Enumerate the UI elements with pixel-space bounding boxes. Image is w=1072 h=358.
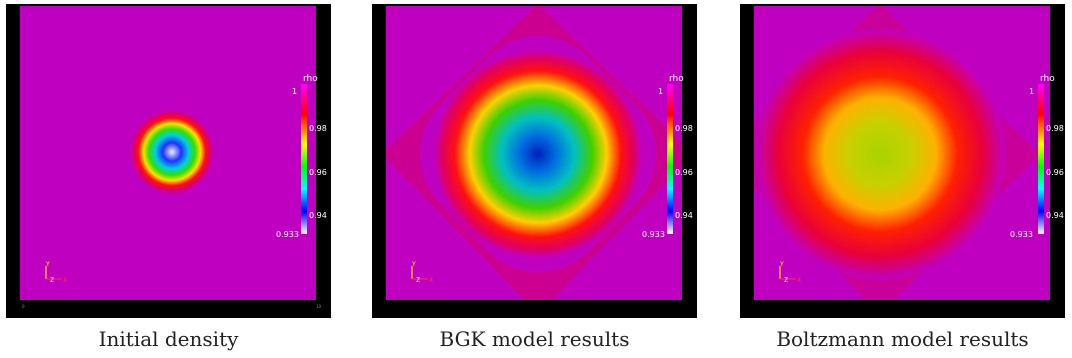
colorbar-min: 0.933 — [1010, 230, 1033, 239]
orientation-axes: Y Z X — [411, 261, 433, 284]
axis-y-label: Y — [411, 261, 416, 268]
axis-z-label: Z — [50, 277, 54, 284]
colorbar-label-098: 0.98 — [309, 124, 327, 133]
colorbar-label-096: 0.96 — [1046, 168, 1064, 177]
x-tick-0: 0 — [22, 304, 25, 309]
orientation-axes: Y Z X — [779, 261, 801, 284]
colorbar-label-098: 0.98 — [1046, 124, 1064, 133]
colorbar-label-094: 0.94 — [1046, 211, 1064, 220]
colorbar-title: rho — [669, 74, 684, 84]
colorbar-max: 1 — [658, 87, 663, 96]
axis-z-label: Z — [416, 277, 420, 284]
panel-initial-density: 0 10 rho 1 0.98 0.96 0.94 0.933 Y Z X — [6, 4, 331, 318]
colorbar-label-094: 0.94 — [675, 211, 693, 220]
caption-boltzmann-model: Boltzmann model results — [776, 327, 1029, 351]
density-diamond — [419, 35, 657, 273]
axis-y-label: Y — [779, 261, 784, 268]
panel-boltzmann-model: rho 1 0.98 0.96 0.94 0.933 Y Z X — [740, 4, 1065, 318]
axis-x-label: X — [63, 277, 67, 284]
caption-initial-density: Initial density — [98, 327, 239, 351]
density-disk — [755, 29, 1005, 279]
colorbar-title: rho — [1040, 74, 1055, 84]
colorbar — [1038, 84, 1044, 234]
colorbar-min: 0.933 — [642, 230, 665, 239]
caption-bgk-model: BGK model results — [439, 327, 630, 351]
colorbar-max: 1 — [292, 87, 297, 96]
colorbar-min: 0.933 — [276, 230, 299, 239]
axis-x-label: X — [429, 277, 433, 284]
boltzmann-model-plot: rho 1 0.98 0.96 0.94 0.933 Y Z X — [740, 4, 1065, 318]
density-blob — [130, 110, 214, 194]
colorbar-label-096: 0.96 — [309, 168, 327, 177]
x-tick-10: 10 — [316, 304, 322, 309]
colorbar — [667, 84, 673, 234]
panel-bgk-model: rho 1 0.98 0.96 0.94 0.933 Y Z X — [372, 4, 697, 318]
axis-y-label: Y — [45, 261, 50, 268]
colorbar-label-098: 0.98 — [675, 124, 693, 133]
colorbar-label-094: 0.94 — [309, 211, 327, 220]
colorbar-title: rho — [303, 74, 318, 84]
colorbar-label-096: 0.96 — [675, 168, 693, 177]
orientation-axes: Y Z X — [45, 261, 67, 284]
axis-x-label: X — [797, 277, 801, 284]
initial-density-plot: 0 10 rho 1 0.98 0.96 0.94 0.933 Y Z X — [6, 4, 331, 318]
colorbar-max: 1 — [1029, 87, 1034, 96]
colorbar — [301, 84, 307, 234]
bgk-model-plot: rho 1 0.98 0.96 0.94 0.933 Y Z X — [372, 4, 697, 318]
axis-z-label: Z — [784, 277, 788, 284]
